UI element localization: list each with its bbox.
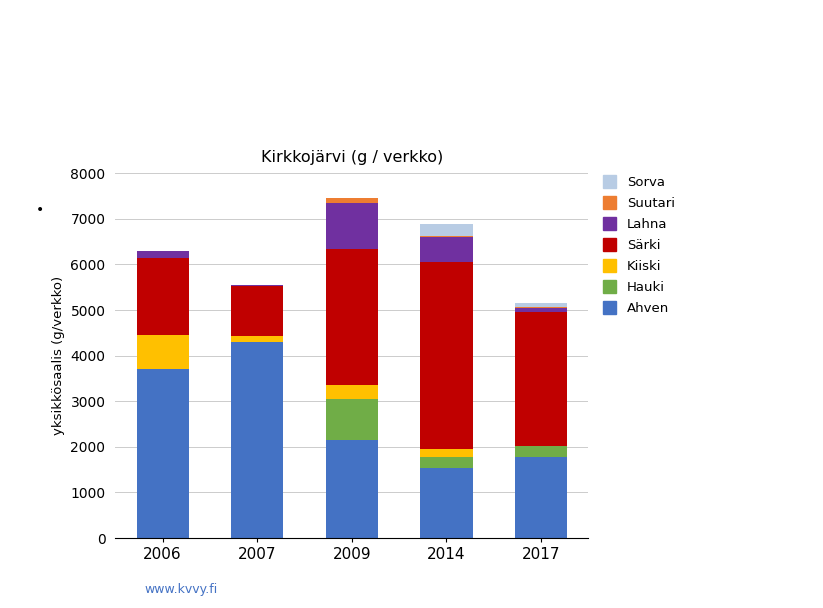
Bar [137,251,188,258]
Bar [137,370,188,538]
Bar [421,236,472,237]
Title: Kirkkojärvi (g / verkko): Kirkkojärvi (g / verkko) [261,150,443,165]
Bar [326,198,378,203]
Bar [515,446,567,457]
Bar [137,335,188,370]
Bar [326,385,378,399]
Bar [231,286,283,336]
Text: www.kvvy.fi: www.kvvy.fi [144,583,218,596]
Bar [231,342,283,538]
Y-axis label: yksikkösaalis (g/verkko): yksikkösaalis (g/verkko) [52,276,65,435]
Bar [515,303,567,308]
Text: KVVY: KVVY [741,68,817,92]
Bar [515,457,567,538]
Text: yksikkösaaliin kehitys (biomassa): yksikkösaaliin kehitys (biomassa) [19,90,388,109]
Bar [421,262,472,449]
Legend: Sorva, Suutari, Lahna, Särki, Kiiski, Hauki, Ahven: Sorva, Suutari, Lahna, Särki, Kiiski, Ha… [597,170,681,320]
Bar [421,237,472,262]
Bar [231,336,283,342]
Bar [515,308,567,312]
Bar [326,203,378,249]
Bar [326,249,378,385]
Bar [231,285,283,286]
Bar [326,399,378,440]
Bar [137,258,188,335]
Bar [515,312,567,446]
Text: Verkkokoekalastus:: Verkkokoekalastus: [19,32,234,50]
Text: •: • [35,202,44,217]
Bar [421,457,472,468]
Bar [421,224,472,236]
Bar [326,440,378,538]
Bar [421,468,472,538]
Bar [421,449,472,457]
